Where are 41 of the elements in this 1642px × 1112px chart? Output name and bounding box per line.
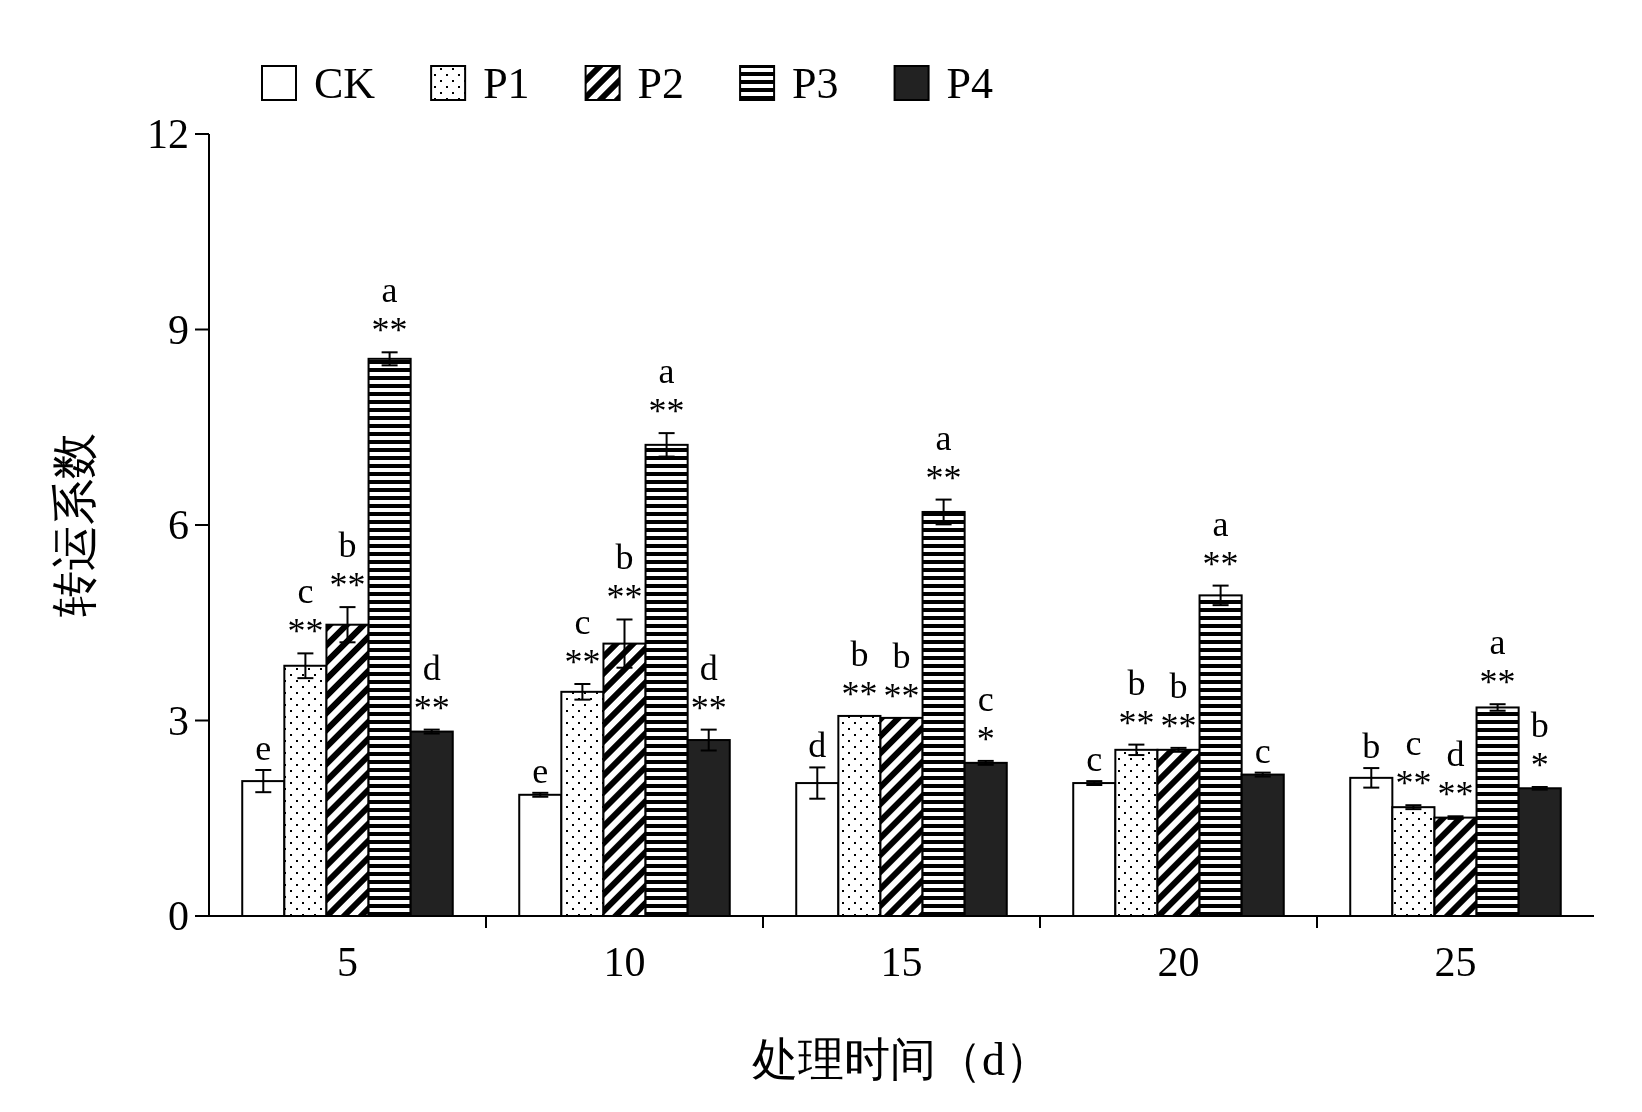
data-label: e <box>532 750 549 791</box>
data-label: a ** <box>1202 503 1239 584</box>
data-label: c <box>1086 739 1103 780</box>
y-tick-label: 3 <box>168 697 189 744</box>
data-label: d <box>808 725 827 766</box>
legend-label: P3 <box>792 59 839 108</box>
data-label: b * <box>1530 704 1549 785</box>
x-tick-label: 10 <box>603 939 646 985</box>
x-tick-label: 20 <box>1157 939 1200 985</box>
y-tick-label: 9 <box>168 306 189 353</box>
data-label: b ** <box>841 633 878 714</box>
legend-label: P4 <box>946 59 994 108</box>
data-label: b ** <box>329 525 366 606</box>
x-tick-label: 5 <box>337 939 358 985</box>
data-label: c <box>1254 730 1271 771</box>
data-label: d ** <box>413 647 450 728</box>
legend-label: CK <box>314 59 376 108</box>
data-label: b ** <box>883 635 920 716</box>
data-label: d ** <box>690 647 727 728</box>
data-label: a ** <box>925 417 962 498</box>
data-label: b ** <box>1160 665 1197 746</box>
data-label: a ** <box>371 270 408 351</box>
legend-label: P1 <box>483 59 530 108</box>
x-tick-label: 25 <box>1434 939 1477 985</box>
x-axis-title: 处理时间（d） <box>752 1034 1051 1085</box>
data-label: b <box>1362 726 1381 767</box>
x-tick-label: 15 <box>880 939 923 985</box>
y-tick-label: 12 <box>147 111 189 157</box>
data-label: c ** <box>287 571 324 652</box>
data-label: a ** <box>648 351 685 432</box>
data-label: c ** <box>1395 723 1432 804</box>
data-label: c ** <box>564 602 601 683</box>
legend-label: P2 <box>637 59 685 108</box>
data-label: a ** <box>1479 622 1516 703</box>
data-label: b ** <box>606 537 643 618</box>
data-label: e <box>255 728 272 769</box>
y-tick-label: 0 <box>168 893 189 939</box>
data-label: c * <box>976 678 995 759</box>
data-label: d ** <box>1437 734 1474 815</box>
y-axis-title: 转运系数 <box>49 433 100 617</box>
y-tick-label: 6 <box>168 502 189 548</box>
